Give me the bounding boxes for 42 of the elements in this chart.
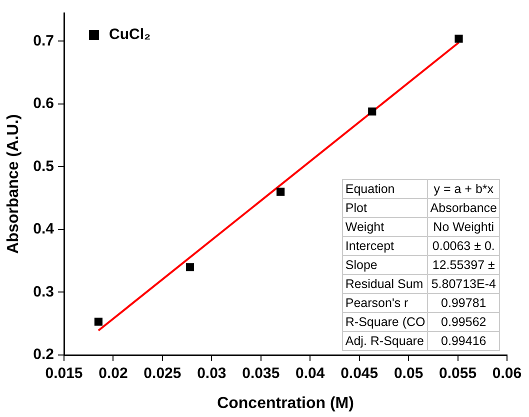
annotation: Residual Sum	[342, 274, 428, 294]
annotation: Plot	[342, 198, 428, 218]
annotation: Slope	[342, 256, 428, 274]
y-tick-label: 0.3	[33, 283, 54, 300]
point	[454, 34, 463, 43]
annotation: Weight	[342, 218, 428, 236]
x-tick-label: 0.055	[439, 365, 477, 382]
x-tick-label: 0.025	[144, 365, 182, 382]
x-tick-label: 0.035	[242, 365, 280, 382]
point	[94, 318, 102, 326]
annotation: Pearson's r	[342, 294, 428, 312]
annotation: Absorbance	[428, 198, 500, 218]
y-tick-label: 0.5	[33, 158, 54, 175]
annotation: 0.99416	[428, 332, 500, 350]
annotation: 0.99562	[428, 312, 500, 332]
annotation: No Weighti	[428, 218, 500, 236]
annotation: Intercept	[342, 236, 428, 256]
annotation: Adj. R-Square	[342, 332, 428, 350]
y-axis-title: Absorbance (A.U.)	[5, 114, 22, 254]
legend-label: CuCl₂	[109, 26, 151, 44]
x-tick-label: 0.02	[98, 365, 128, 382]
x-tick-label: 0.045	[340, 365, 378, 382]
x-tick-label: 0.06	[492, 365, 522, 382]
x-tick-label: 0.015	[45, 365, 83, 382]
point	[186, 263, 194, 272]
annotation: 5.80713E-4	[428, 274, 500, 294]
y-tick-label: 0.4	[33, 220, 55, 238]
annotation: Equation	[342, 180, 428, 198]
point	[368, 107, 376, 116]
annotation: R-Square (CO	[342, 312, 428, 332]
annotation: 12.55397 ±	[428, 256, 500, 274]
x-tick-label: 0.05	[394, 365, 424, 382]
y-tick-label: 0.2	[33, 346, 54, 364]
x-tick-label: 0.04	[296, 365, 326, 382]
annotation: 0.99781	[428, 294, 500, 312]
annotation: 0.0063 ± 0.	[428, 236, 500, 256]
annotation: y = a + b*x	[428, 180, 500, 198]
y-tick-label: 0.7	[33, 32, 54, 50]
y-tick-label: 0.6	[33, 95, 54, 112]
x-tick-label: 0.03	[197, 365, 226, 382]
point	[276, 188, 285, 196]
x-axis-title: Concentration (M)	[217, 394, 354, 412]
